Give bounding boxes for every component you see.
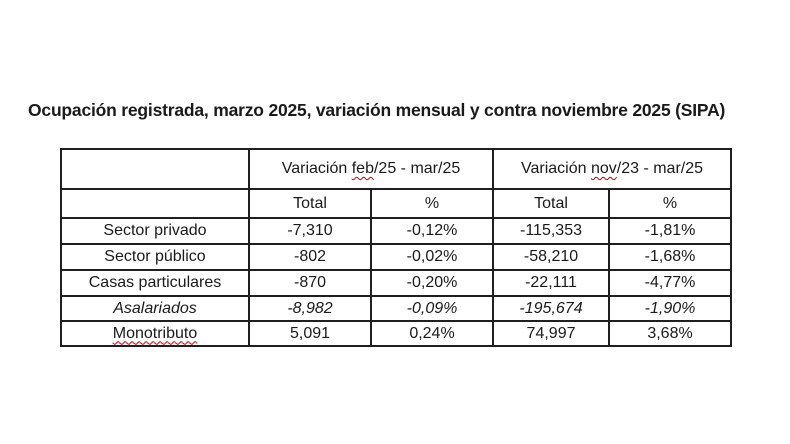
row-label: Asalariados	[60, 295, 250, 322]
occupation-table: Variación feb/25 - mar/25 Variación nov/…	[60, 148, 733, 347]
cell-nov-pct: -1,90%	[608, 295, 733, 322]
cell-nov-pct: -1,81%	[608, 217, 733, 245]
sub-header-pct-nov: %	[608, 188, 733, 219]
cell-feb-total: 5,091	[248, 320, 372, 347]
cell-nov-total: -22,111	[492, 269, 611, 297]
group-header-text: /25 - mar/25	[373, 160, 461, 177]
sub-header-pct-feb: %	[369, 188, 495, 219]
row-label: Sector privado	[60, 217, 250, 245]
page-title: Ocupación registrada, marzo 2025, variac…	[28, 100, 726, 120]
table-group-header-row: Variación feb/25 - mar/25 Variación nov/…	[60, 148, 733, 190]
row-label: Sector público	[60, 243, 250, 271]
cell-nov-pct: 3,68%	[608, 320, 733, 347]
group-header-feb25-mar25: Variación feb/25 - mar/25	[247, 148, 495, 190]
row-label: Monotributo	[60, 320, 250, 347]
group-header-text: Variación	[281, 160, 352, 177]
cell-nov-total: -58,210	[492, 243, 611, 271]
cell-feb-pct: -0,20%	[369, 269, 495, 297]
cell-feb-total: -870	[248, 269, 372, 297]
table-row-asalariados: Asalariados -8,982 -0,09% -195,674 -1,90…	[60, 295, 733, 322]
table-sub-header-row: Total % Total %	[60, 188, 733, 219]
cell-nov-total: -195,674	[492, 295, 611, 322]
table-row-sector-privado: Sector privado -7,310 -0,12% -115,353 -1…	[60, 217, 733, 245]
spellcheck-word-nov: nov	[590, 160, 617, 177]
sub-header-total-feb: Total	[248, 188, 372, 219]
spellcheck-word-monotributo: Monotributo	[112, 324, 198, 342]
cell-nov-total: -115,353	[492, 217, 611, 245]
table-row-monotributo: Monotributo 5,091 0,24% 74,997 3,68%	[60, 320, 733, 347]
spellcheck-word-feb: feb	[351, 160, 374, 177]
group-header-text: Variación	[521, 160, 591, 177]
cell-feb-total: -8,982	[248, 295, 372, 322]
cell-nov-pct: -4,77%	[608, 269, 733, 297]
label-empty-cell	[60, 188, 250, 219]
cell-feb-total: -7,310	[248, 217, 372, 245]
group-header-nov23-mar25: Variación nov/23 - mar/25	[492, 148, 733, 190]
row-label: Casas particulares	[60, 269, 250, 297]
cell-feb-pct: -0,09%	[369, 295, 495, 322]
cell-feb-pct: 0,24%	[369, 320, 495, 347]
table-row-sector-publico: Sector público -802 -0,02% -58,210 -1,68…	[60, 243, 733, 271]
cell-nov-pct: -1,68%	[608, 243, 733, 271]
cell-feb-pct: -0,12%	[369, 217, 495, 245]
table-row-casas-particulares: Casas particulares -870 -0,20% -22,111 -…	[60, 269, 733, 297]
group-header-text: /23 - mar/25	[616, 160, 704, 177]
sub-header-total-nov: Total	[492, 188, 611, 219]
corner-empty-cell	[60, 148, 250, 190]
cell-feb-total: -802	[248, 243, 372, 271]
cell-feb-pct: -0,02%	[369, 243, 495, 271]
cell-nov-total: 74,997	[492, 320, 611, 347]
